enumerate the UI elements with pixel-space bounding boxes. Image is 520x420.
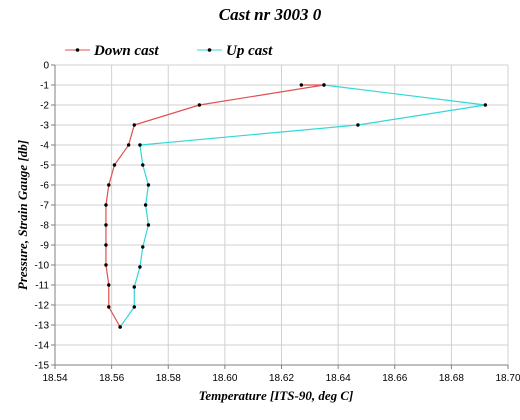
legend-marker-up-cast (207, 48, 212, 52)
series-lines (104, 83, 488, 329)
y-tick-label: -14 (35, 341, 50, 352)
legend-label-up-cast: Up cast (226, 43, 273, 59)
data-point-down-cast (104, 223, 108, 227)
y-tick-label: -9 (40, 241, 49, 252)
data-point-down-cast (104, 263, 108, 267)
x-axis-label: Temperature [ITS-90, deg C] (199, 388, 354, 403)
y-tick-label: 0 (43, 61, 49, 72)
data-point-down-cast (126, 143, 131, 147)
data-point-up-cast (132, 285, 136, 289)
data-point-down-cast (197, 103, 202, 107)
data-point-up-cast (141, 245, 145, 249)
y-tick-label: -13 (35, 321, 50, 332)
data-point-up-cast (356, 123, 360, 127)
data-point-down-cast (107, 305, 111, 309)
y-tick-label: -1 (40, 81, 49, 92)
y-tick-label: -12 (35, 301, 50, 312)
legend-entry-down-cast: Down cast (65, 43, 159, 59)
legend-entry-up-cast: Up cast (197, 43, 273, 59)
y-tick-label: -5 (40, 161, 49, 172)
data-point-down-cast (104, 243, 108, 247)
data-point-up-cast (483, 103, 488, 107)
x-tick-label: 18.62 (269, 373, 294, 384)
legend-marker-down-cast (75, 48, 80, 52)
x-tick-label: 18.70 (495, 373, 520, 384)
data-point-down-cast (107, 183, 111, 187)
y-tick-label: -8 (40, 221, 49, 232)
data-point-up-cast (146, 183, 151, 187)
y-tick-label: -2 (40, 101, 49, 112)
data-point-down-cast (299, 83, 304, 87)
data-point-up-cast (146, 223, 151, 227)
x-axis-ticks: 18.54 18.56 18.58 18.60 18.62 18.64 18.66 18.68… (42, 365, 520, 384)
x-tick-label: 18.64 (326, 373, 351, 384)
series-line-down-cast (105, 84, 325, 328)
x-tick-label: 18.56 (99, 373, 124, 384)
y-tick-label: -4 (40, 141, 49, 152)
grid-lines (54, 64, 509, 366)
y-tick-label: -7 (40, 201, 49, 212)
x-tick-label: 18.54 (42, 373, 67, 384)
y-tick-label: -6 (40, 181, 49, 192)
y-axis-ticks: 0 -1 -2 -3 -4 -5 -6 -7 -8 -9 -10 -11 -12 -13 -14 -15 (35, 61, 55, 372)
data-point-down-cast (132, 123, 136, 127)
chart-title: Cast nr 3003 0 (219, 5, 322, 24)
legend-label-down-cast: Down cast (93, 43, 159, 59)
data-point-up-cast (141, 163, 145, 167)
y-tick-label: -10 (35, 261, 50, 272)
x-tick-label: 18.68 (439, 373, 464, 384)
data-point-up-cast (143, 203, 148, 207)
data-point-down-cast (107, 283, 111, 287)
data-point-up-cast (132, 305, 136, 309)
legend: Down cast Up cast (65, 43, 273, 59)
x-tick-label: 18.60 (212, 373, 237, 384)
data-point-up-cast (138, 143, 142, 147)
y-tick-label: -15 (35, 361, 50, 372)
x-tick-label: 18.66 (382, 373, 407, 384)
data-point-down-cast (104, 203, 108, 207)
data-point-down-cast (112, 163, 117, 167)
y-axis-label: Pressure, Strain Gauge [db] (15, 140, 30, 290)
y-tick-label: -3 (40, 121, 49, 132)
data-point-up-cast (138, 265, 142, 269)
data-point-up-cast (322, 83, 326, 87)
y-tick-label: -11 (35, 281, 49, 292)
x-tick-label: 18.58 (156, 373, 181, 384)
data-point-up-cast (118, 325, 122, 329)
